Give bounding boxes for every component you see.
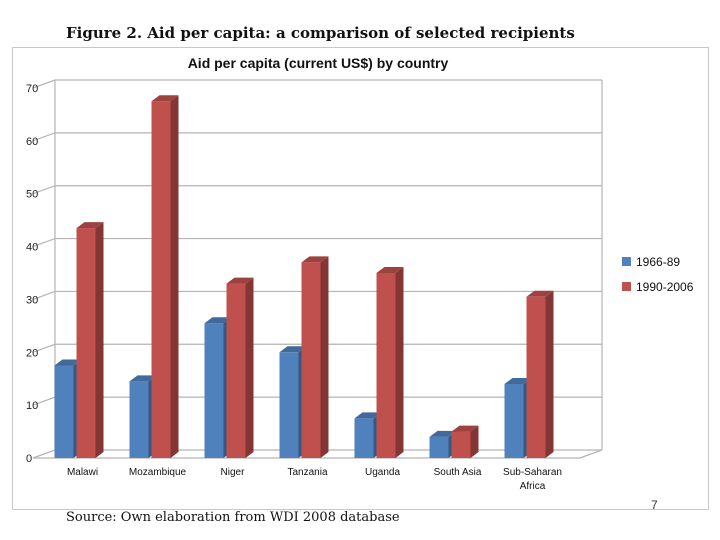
gridline	[32, 79, 602, 89]
gridline	[32, 237, 602, 248]
y-tick-label: 10	[26, 400, 38, 412]
y-tick-label: 70	[26, 83, 38, 95]
x-tick-label: Malawi	[67, 467, 98, 478]
legend-label: 1966-89	[636, 255, 680, 269]
x-tick-label: Mozambique	[129, 467, 187, 478]
bar	[226, 277, 254, 458]
legend-swatch	[622, 257, 631, 266]
gridline	[32, 185, 602, 195]
x-tick-label: South Asia	[434, 467, 482, 478]
y-tick-label: 30	[26, 294, 38, 306]
figure-title: Figure 2. Aid per capita: a comparison o…	[66, 24, 575, 42]
bar	[526, 290, 554, 458]
legend-label: 1990-2006	[636, 280, 694, 294]
legend: 1966-89 1990-2006	[622, 255, 694, 294]
x-tick-label: Niger	[221, 467, 246, 478]
y-tick-label: 50	[26, 189, 38, 201]
y-tick-label: 0	[26, 453, 32, 465]
bar	[376, 267, 404, 458]
x-tick-label: Sub-Saharan Africa	[503, 467, 562, 492]
bar	[151, 95, 179, 458]
gridline	[32, 132, 602, 142]
y-tick-label: 60	[26, 136, 38, 148]
chart-title: Aid per capita (current US$) by country	[188, 55, 449, 71]
page-number: 7	[651, 498, 658, 512]
source-note: Source: Own elaboration from WDI 2008 da…	[66, 510, 400, 525]
y-tick-label: 40	[26, 242, 38, 254]
x-tick-label: Uganda	[365, 467, 400, 478]
x-tick-label: Tanzania	[287, 467, 327, 478]
bar	[76, 222, 104, 458]
legend-swatch	[622, 282, 631, 291]
bar	[301, 256, 329, 458]
y-tick-label: 20	[26, 347, 38, 359]
bar	[451, 425, 479, 458]
